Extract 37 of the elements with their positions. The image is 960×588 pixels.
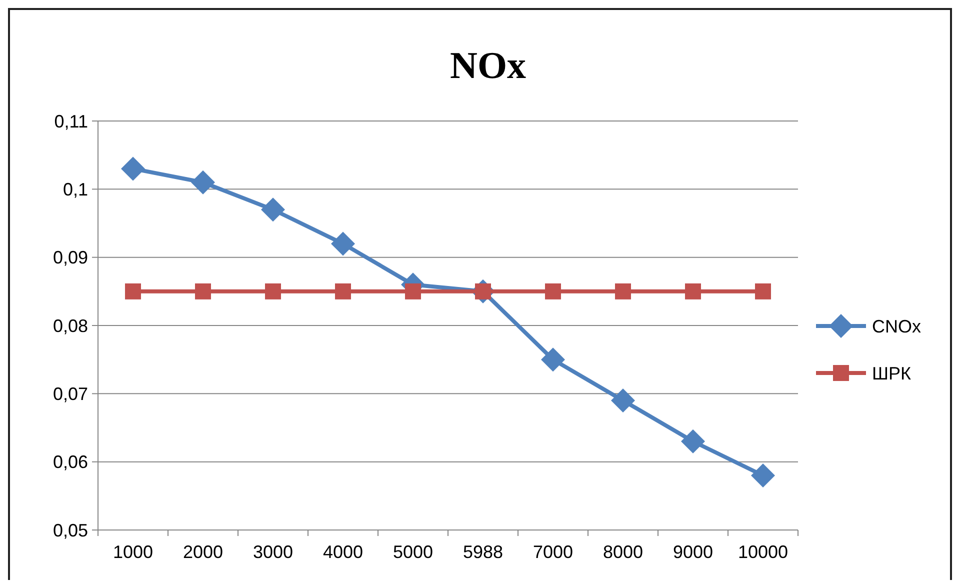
x-tick-label: 5988: [462, 542, 504, 562]
point: [541, 348, 565, 372]
point: [545, 283, 561, 300]
x-tick-label: 2000: [182, 542, 224, 562]
x-tick-label: 8000: [602, 542, 644, 562]
y-tick-label: 0,07: [52, 384, 88, 404]
y-tick-label: 0,1: [62, 179, 88, 200]
y-tick-label: 0,11: [54, 111, 88, 132]
x-tick-label: 1000: [112, 542, 154, 562]
point: [611, 388, 635, 412]
x-tick-label: 9000: [672, 542, 714, 562]
point: [331, 232, 355, 256]
point: [191, 170, 215, 194]
point: [261, 198, 285, 222]
point: [615, 283, 631, 300]
point: [335, 283, 351, 300]
point: [755, 283, 771, 300]
point: [685, 283, 701, 300]
point: [125, 283, 141, 300]
point: [121, 156, 145, 181]
x-tick-label: 10000: [738, 542, 788, 562]
point: [265, 283, 281, 300]
point: [195, 283, 211, 300]
y-tick-label: 0,08: [52, 316, 88, 336]
x-tick-label: 5000: [392, 542, 434, 562]
point: [405, 283, 421, 300]
x-tick-label: 4000: [322, 542, 364, 562]
legend-label: CNOx: [872, 316, 921, 336]
legend-label: ШРК: [872, 363, 912, 384]
y-tick-label: 0,05: [52, 520, 88, 540]
point: [681, 429, 705, 454]
y-tick-label: 0,09: [52, 248, 88, 268]
x-tick-label: 3000: [252, 542, 294, 562]
x-tick-label: 7000: [532, 542, 574, 562]
y-tick-label: 0,06: [52, 452, 88, 472]
point: [751, 463, 775, 488]
chart-title: NOx: [450, 45, 526, 87]
